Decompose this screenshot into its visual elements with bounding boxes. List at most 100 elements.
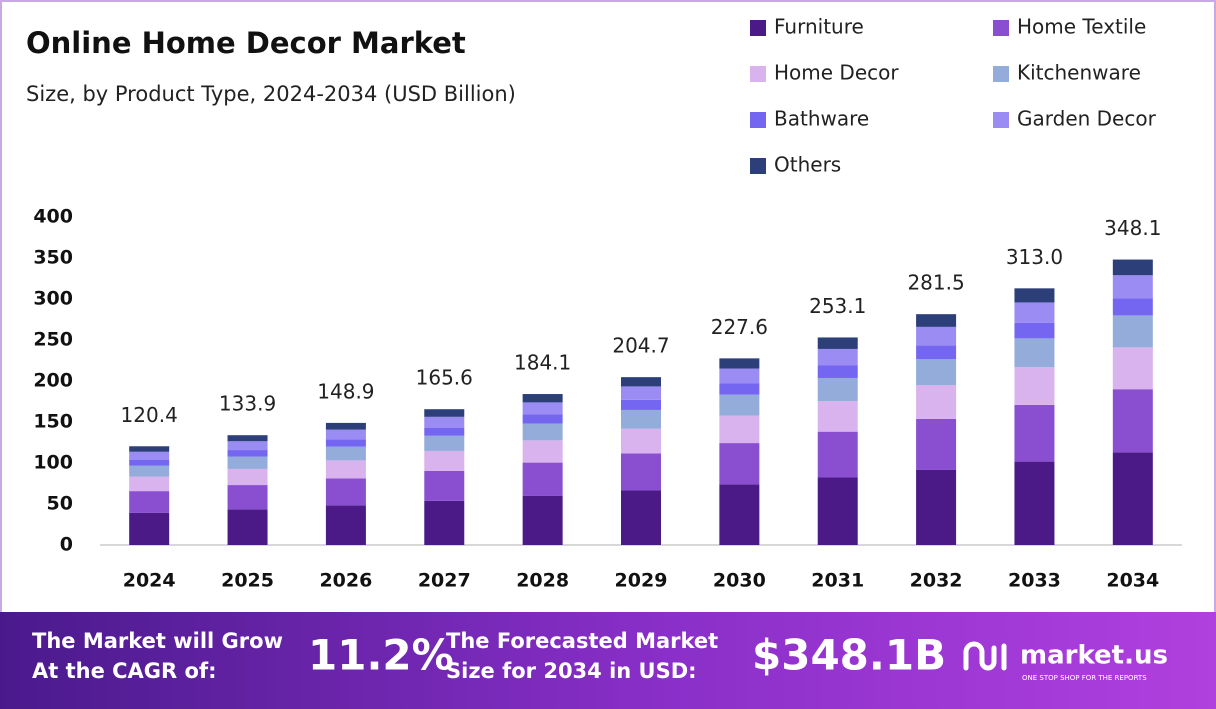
footer-text: The Market will Grow: [32, 629, 283, 653]
bar-segment: [817, 377, 858, 402]
bar-segment: [1014, 302, 1055, 323]
x-tick-label: 2024: [123, 570, 176, 592]
bar-segment: [325, 460, 366, 479]
bar-segment: [522, 495, 563, 545]
bar-segment: [719, 443, 760, 485]
total-label: 253.1: [809, 294, 866, 318]
bar-segment: [227, 435, 268, 442]
bar-segment: [916, 326, 957, 346]
brand-name: market.us: [1020, 641, 1168, 671]
legend-label: Home Textile: [1017, 15, 1146, 39]
bar-segment: [129, 476, 170, 492]
bar-segment: [1112, 275, 1153, 299]
bar-segment: [227, 485, 268, 510]
legend-swatch: [993, 20, 1009, 36]
footer-text: The Forecasted Market: [446, 629, 718, 653]
bar-segment: [916, 345, 957, 360]
bar-segment: [817, 337, 858, 349]
bar-segment: [227, 450, 268, 457]
bar-segment: [1014, 461, 1055, 545]
bar-segment: [916, 314, 957, 327]
chart-title: Online Home Decor Market: [26, 26, 466, 60]
x-tick-label: 2029: [615, 570, 668, 592]
x-tick-label: 2025: [221, 570, 274, 592]
bar-segment: [621, 409, 661, 429]
bar-segment: [424, 500, 465, 545]
total-label: 120.4: [121, 403, 178, 427]
total-label: 313.0: [1006, 245, 1063, 269]
bar-segment: [129, 465, 170, 477]
bar-segment: [325, 446, 366, 461]
bar-segment: [129, 491, 170, 513]
y-tick-label: 200: [33, 370, 73, 392]
bar-segment: [522, 423, 563, 441]
footer-text: At the CAGR of:: [32, 659, 217, 683]
bar-segment: [227, 456, 268, 469]
bar-segment: [1014, 322, 1055, 339]
bar-segment: [817, 431, 858, 478]
bar-segment: [719, 383, 760, 395]
bar-segment: [1112, 298, 1153, 316]
bar-segment: [719, 484, 760, 545]
x-tick-label: 2033: [1008, 570, 1061, 592]
bar-segment: [325, 422, 366, 430]
bar-segment: [129, 512, 170, 545]
x-tick-label: 2026: [319, 570, 372, 592]
bar-segment: [621, 453, 661, 491]
bar-segment: [1112, 347, 1153, 390]
bar-segment: [1112, 259, 1153, 276]
bar-segment: [916, 359, 957, 386]
bar-segment: [129, 446, 170, 452]
total-label: 148.9: [317, 379, 374, 403]
bar-segment: [621, 377, 661, 387]
x-tick-label: 2032: [910, 570, 963, 592]
bar-segment: [621, 399, 661, 410]
bar-segment: [227, 468, 268, 486]
bar-segment: [621, 386, 661, 400]
bar-segment: [325, 439, 366, 447]
y-tick-label: 300: [33, 288, 73, 310]
bar-segment: [916, 385, 957, 419]
bar-segment: [227, 509, 268, 545]
bar-segment: [325, 505, 366, 545]
bar-segment: [129, 451, 170, 460]
bar-segment: [325, 429, 366, 440]
bar-segment: [424, 450, 465, 471]
bar-segment: [817, 365, 858, 378]
y-tick-label: 0: [60, 534, 73, 556]
bar-segment: [719, 394, 760, 416]
legend-swatch: [993, 66, 1009, 82]
total-label: 133.9: [219, 392, 276, 416]
x-tick-label: 2034: [1106, 570, 1159, 592]
bar-segment: [1112, 389, 1153, 453]
legend-swatch: [750, 158, 766, 174]
bar-segment: [1112, 452, 1153, 545]
total-label: 348.1: [1104, 216, 1161, 240]
footer-value: $348.1B: [752, 631, 946, 680]
bar-segment: [522, 414, 563, 424]
legend-label: Furniture: [774, 15, 864, 39]
brand-tagline: ONE STOP SHOP FOR THE REPORTS: [1022, 674, 1147, 682]
y-tick-label: 150: [33, 411, 73, 433]
legend-swatch: [750, 112, 766, 128]
bar-segment: [1014, 288, 1055, 303]
bar-segment: [424, 470, 465, 501]
y-tick-label: 250: [33, 329, 73, 351]
bar-segment: [129, 459, 170, 466]
footer-band: [0, 612, 1216, 709]
bar-segment: [719, 368, 760, 384]
x-tick-label: 2030: [713, 570, 766, 592]
x-tick-label: 2031: [811, 570, 864, 592]
bar-segment: [325, 478, 366, 506]
y-tick-label: 100: [33, 452, 73, 474]
bar-segment: [522, 402, 563, 415]
bar-segment: [916, 469, 957, 545]
bar-segment: [1014, 367, 1055, 405]
bar-segment: [522, 440, 563, 463]
bar-segment: [424, 435, 465, 451]
bar-segment: [719, 415, 760, 444]
bar-segment: [817, 401, 858, 432]
legend-swatch: [993, 112, 1009, 128]
bar-segment: [719, 358, 760, 369]
